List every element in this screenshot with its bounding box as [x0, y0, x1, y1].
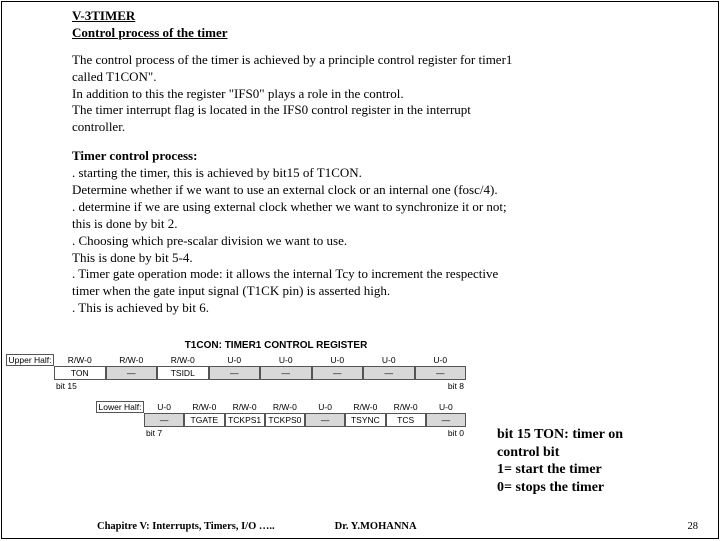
- u-rw-6: U-0: [363, 354, 415, 366]
- u-rw-3: U-0: [209, 354, 261, 366]
- p2-l5: . Choosing which pre-scalar division we …: [72, 233, 698, 250]
- u-name-2: TSIDL: [157, 366, 209, 380]
- u-name-6: —: [363, 366, 415, 380]
- l-name-4: —: [305, 413, 345, 427]
- upper-bit-right: bit 8: [260, 381, 466, 391]
- l-name-3: TCKPS0: [265, 413, 305, 427]
- lower-label: Lower Half:: [96, 401, 144, 413]
- footer: Chapitre V: Interrupts, Timers, I/O ….. …: [2, 521, 718, 532]
- upper-label: Upper Half:: [6, 354, 54, 366]
- l-rw-3: R/W-0: [265, 401, 305, 413]
- p1-l0: The control process of the timer is achi…: [72, 52, 698, 69]
- l-rw-5: R/W-0: [345, 401, 385, 413]
- title-line-1: V-3TIMER: [72, 8, 698, 25]
- p2-l0: Timer control process:: [72, 148, 698, 165]
- slide-frame: V-3TIMER Control process of the timer Th…: [1, 1, 719, 539]
- anno-l2: control bit: [497, 444, 697, 462]
- lower-bit-right: bit 0: [305, 428, 466, 438]
- u-rw-0: R/W-0: [54, 354, 106, 366]
- p2-l9: . This is achieved by bit 6.: [72, 300, 698, 317]
- u-rw-2: R/W-0: [157, 354, 209, 366]
- u-name-7: —: [415, 366, 467, 380]
- register-upper-half: Upper Half: R/W-0 R/W-0 R/W-0 U-0 U-0 U-…: [6, 354, 466, 391]
- l-name-6: TCS: [386, 413, 426, 427]
- main-content: V-3TIMER Control process of the timer Th…: [2, 2, 718, 317]
- p2-l4: this is done by bit 2.: [72, 216, 698, 233]
- u-rw-7: U-0: [415, 354, 467, 366]
- footer-chapter: Chapitre V: Interrupts, Timers, I/O …..: [97, 521, 275, 532]
- l-rw-1: R/W-0: [184, 401, 224, 413]
- footer-page: 28: [688, 521, 699, 532]
- u-name-4: —: [260, 366, 312, 380]
- l-name-2: TCKPS1: [225, 413, 265, 427]
- l-rw-0: U-0: [144, 401, 184, 413]
- l-rw-6: R/W-0: [386, 401, 426, 413]
- u-name-3: —: [209, 366, 261, 380]
- anno-l1: bit 15 TON: timer on: [497, 426, 697, 444]
- u-rw-1: R/W-0: [106, 354, 158, 366]
- register-title: T1CON: TIMER1 CONTROL REGISTER: [86, 340, 466, 351]
- p2-l8: timer when the gate input signal (T1CK p…: [72, 283, 698, 300]
- lower-bit-left: bit 7: [144, 428, 305, 438]
- u-name-0: TON: [54, 366, 106, 380]
- upper-bit-left: bit 15: [54, 381, 260, 391]
- p2-l1: . starting the timer, this is achieved b…: [72, 165, 698, 182]
- footer-author: Dr. Y.MOHANNA: [335, 521, 417, 532]
- bit-annotation: bit 15 TON: timer on control bit 1= star…: [497, 426, 697, 496]
- u-rw-4: U-0: [260, 354, 312, 366]
- body-text: The control process of the timer is achi…: [72, 52, 698, 317]
- anno-l3: 1= start the timer: [497, 461, 697, 479]
- p2-l7: . Timer gate operation mode: it allows t…: [72, 266, 698, 283]
- p1-l2: In addition to this the register "IFS0" …: [72, 86, 698, 103]
- p2-l3: . determine if we are using external clo…: [72, 199, 698, 216]
- u-name-5: —: [312, 366, 364, 380]
- u-name-1: —: [106, 366, 158, 380]
- l-name-5: TSYNC: [345, 413, 385, 427]
- title-block: V-3TIMER Control process of the timer: [72, 8, 698, 42]
- l-rw-7: U-0: [426, 401, 466, 413]
- p2-l6: This is done by bit 5-4.: [72, 250, 698, 267]
- l-name-0: —: [144, 413, 184, 427]
- register-lower-half: Lower Half: U-0 R/W-0 R/W-0 R/W-0 U-0 R/…: [96, 401, 466, 438]
- p2-l2: Determine whether if we want to use an e…: [72, 182, 698, 199]
- l-rw-4: U-0: [305, 401, 345, 413]
- l-name-7: —: [426, 413, 466, 427]
- p1-l4: controller.: [72, 119, 698, 136]
- title-line-2: Control process of the timer: [72, 25, 698, 42]
- u-rw-5: U-0: [312, 354, 364, 366]
- l-name-1: TGATE: [184, 413, 224, 427]
- p1-l1: called T1CON".: [72, 69, 698, 86]
- register-figure: T1CON: TIMER1 CONTROL REGISTER Upper Hal…: [6, 340, 466, 448]
- anno-l4: 0= stops the timer: [497, 479, 697, 497]
- l-rw-2: R/W-0: [225, 401, 265, 413]
- p1-l3: The timer interrupt flag is located in t…: [72, 102, 698, 119]
